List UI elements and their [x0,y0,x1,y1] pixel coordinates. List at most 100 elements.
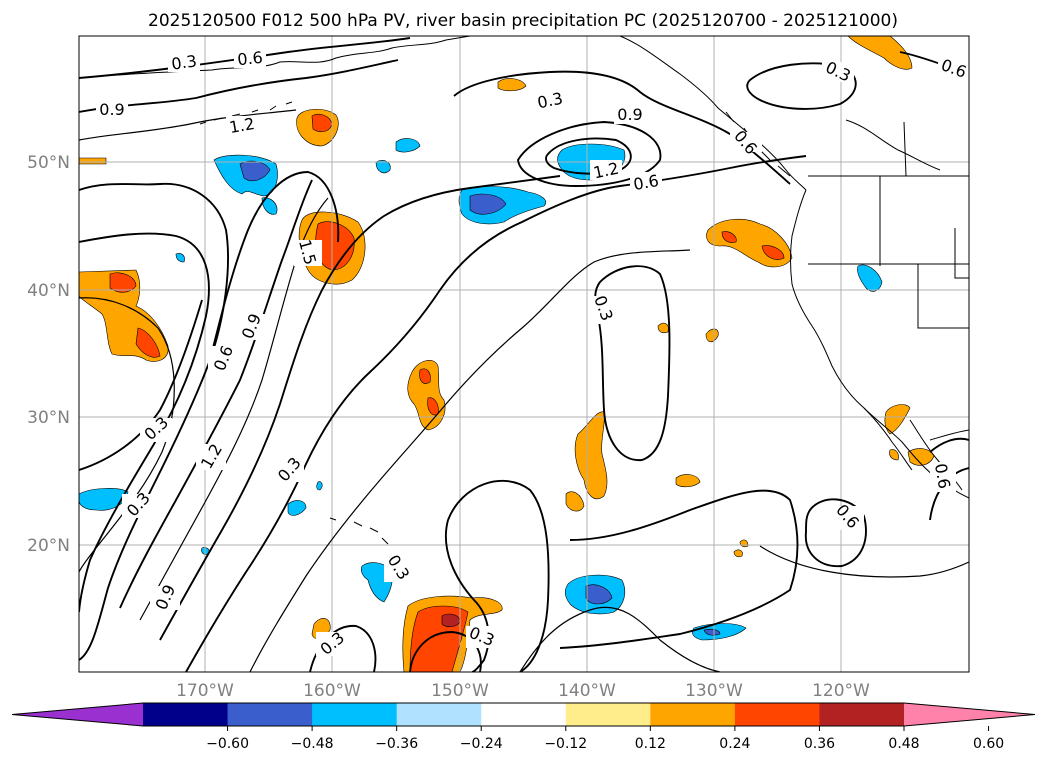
mexico-coast [929,429,969,441]
canada-provinces [845,119,941,177]
colorbar-tick-label: −0.24 [460,736,503,752]
colorbar-outline [11,702,1036,727]
lat-label: 50°N [27,153,70,173]
precip-patch [884,404,911,435]
precip-patch [419,368,431,384]
precip-patch [79,157,107,165]
precip-patch [733,549,743,558]
precip-patch [375,160,391,174]
pv-contour [185,155,807,672]
precip-shading [79,36,935,672]
precip-patch [847,36,913,70]
colorbar-segment [650,703,736,726]
pv-contour [559,489,799,649]
precip-patch [761,245,785,260]
precip-patch [239,160,271,182]
pv-contour [79,109,297,141]
precip-patch [657,322,669,334]
colorbar-tick-label: −0.48 [291,736,334,752]
contour-label: 0.3 [170,51,198,73]
colorbar-tick-label: −0.36 [375,736,418,752]
precip-patch [261,197,278,215]
pv-contour [746,62,857,110]
precip-patch [395,138,421,153]
pv-contour [79,299,203,471]
contour-label: 1.2 [592,159,621,183]
lon-label: 170°W [176,681,234,701]
map-frame [78,35,970,673]
pv-contour [79,37,411,79]
pv-contour [209,171,340,361]
precip-patch [497,78,527,92]
colorbar-segment [565,703,651,726]
lon-label: 130°W [685,681,743,701]
colorbar-tick-label: 0.24 [719,736,750,752]
contour-label: 0.6 [632,171,660,194]
lon-label: 150°W [431,681,489,701]
precip-patch [889,449,899,461]
colorbar-segment [312,703,398,726]
contour-label: 0.9 [99,100,124,119]
precip-patch [857,264,883,292]
us-west-coast [790,189,969,499]
colorbar-tick-label: −0.60 [206,736,249,752]
precip-patch [135,327,161,358]
contour-label: 0.9 [617,105,642,124]
lat-label: 30°N [27,408,70,428]
colorbar: −0.60 −0.48 −0.36 −0.24 −0.12 0.12 0.24 0.36 0.4… [11,702,1036,752]
latitude-labels: 50°N 40°N 30°N 20°N [27,153,70,556]
colorbar-tick-label: 0.48 [888,736,919,752]
lat-label: 20°N [27,536,70,556]
lat-label: 40°N [27,281,70,301]
pv-contour [519,606,721,672]
precip-patch [287,500,307,516]
figure-title: 2025120500 F012 500 hPa PV, river basin … [148,11,898,31]
contour-label: 1.2 [228,114,256,137]
precip-patch [721,231,737,243]
colorbar-tick-label: 0.12 [635,736,666,752]
pv-contour [79,59,399,113]
precip-patch [675,474,701,488]
precip-patch [109,272,137,293]
precip-patch [585,584,613,605]
pv-contour [409,631,482,672]
contour-label: 0.6 [236,48,263,70]
colorbar-segment [227,703,313,726]
precip-patch [574,411,608,500]
contour-label: 0.6 [931,462,954,490]
colorbar-segment [734,703,820,726]
colorbar-segment [143,703,229,726]
hawaii-islands [329,517,389,545]
pv-contour [79,297,175,573]
precip-patch [705,328,719,343]
pv-contour [517,121,662,187]
precip-patch [469,193,507,215]
pv-contour [79,232,210,613]
pv-contour [159,175,561,641]
colorbar-segment [819,703,905,726]
contour-label: 0.3 [536,89,565,113]
pv-contour [759,545,969,578]
lon-label: 140°W [558,681,616,701]
colorbar-tick-label: −0.12 [544,736,587,752]
pv-contour [804,498,867,567]
pv-contour [249,249,691,672]
precip-patch [565,491,585,512]
colorbar-extend-high [904,703,1035,726]
colorbar-extend-low [12,703,143,726]
longitude-labels: 170°W 160°W 150°W 140°W 130°W 120°W [176,681,870,701]
state-borders [808,176,969,329]
lon-label: 160°W [303,681,361,701]
colorbar-tick-label: 0.36 [804,736,835,752]
colorbar-segment [481,703,567,726]
precip-patch [175,253,185,263]
map-panel: 0.3 0.6 0.6 0.9 1.2 0.3 0.9 1.2 0.6 0.3 [78,35,970,673]
colorbar-segment [396,703,482,726]
contour-labels: 0.3 0.6 0.6 0.9 1.2 0.3 0.9 1.2 0.6 0.3 [96,48,969,659]
colorbar-tick-label: 0.60 [973,736,1004,752]
precip-patch [79,488,129,511]
precip-patch [703,628,721,636]
precip-patch [316,481,323,491]
lon-label: 120°W [812,681,870,701]
